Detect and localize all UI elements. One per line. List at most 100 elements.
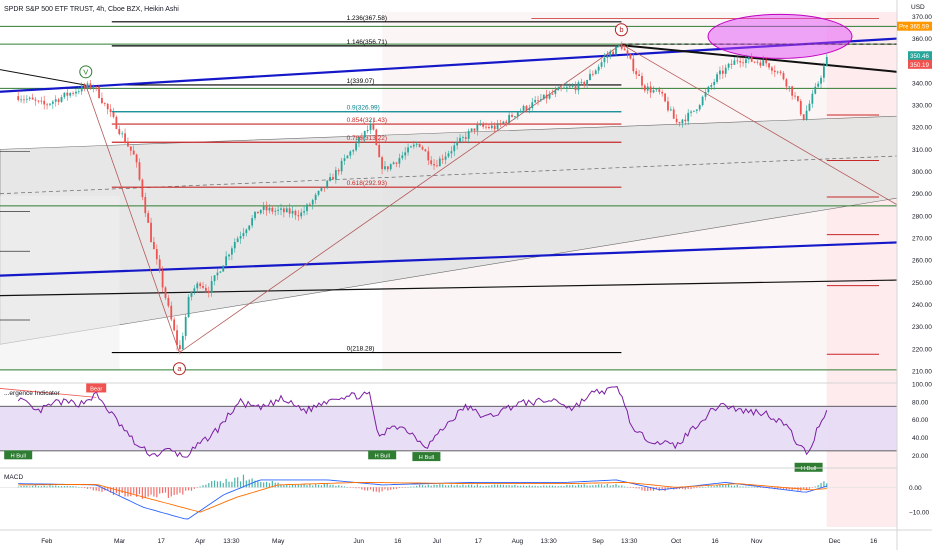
macd-histogram-bar bbox=[303, 484, 305, 488]
candle-body bbox=[132, 150, 135, 155]
candle-body bbox=[565, 86, 568, 88]
macd-histogram-bar bbox=[667, 487, 669, 490]
candle-body bbox=[179, 345, 181, 350]
macd-histogram-bar bbox=[375, 487, 377, 492]
macd-histogram-bar bbox=[779, 487, 782, 489]
macd-histogram-bar bbox=[193, 487, 195, 489]
macd-histogram-bar bbox=[280, 484, 282, 488]
macd-histogram-bar bbox=[306, 485, 308, 488]
candle-body bbox=[482, 124, 485, 127]
macd-histogram-bar bbox=[820, 482, 822, 488]
divergence-line bbox=[0, 388, 97, 398]
candle-body bbox=[707, 86, 710, 93]
macd-histogram-bar bbox=[167, 487, 169, 498]
candle-body bbox=[259, 209, 262, 214]
candle-body bbox=[106, 103, 109, 110]
candle-body bbox=[40, 100, 43, 102]
candle-body bbox=[516, 112, 519, 117]
candle-body bbox=[207, 290, 210, 293]
candle-body bbox=[459, 137, 461, 142]
candle-body bbox=[698, 105, 701, 110]
candle-body bbox=[568, 86, 571, 88]
candle-body bbox=[756, 61, 759, 63]
candle-body bbox=[508, 114, 511, 123]
macd-histogram-bar bbox=[95, 487, 97, 491]
candle-body bbox=[196, 283, 199, 289]
macd-histogram-bar bbox=[728, 483, 730, 488]
candle-body bbox=[531, 102, 534, 109]
price-axis-tick: 360.00 bbox=[912, 36, 932, 43]
candle-body bbox=[343, 158, 346, 161]
candle-body bbox=[519, 110, 522, 113]
macd-histogram-bar bbox=[202, 485, 204, 488]
macd-histogram-bar bbox=[384, 487, 386, 490]
candle-body bbox=[615, 46, 617, 55]
signal-badge bbox=[368, 450, 397, 460]
pre-wave-line bbox=[0, 69, 86, 86]
candle-body bbox=[502, 121, 505, 124]
candle-body bbox=[490, 125, 493, 129]
oscillator-axis-tick: 100.00 bbox=[912, 382, 932, 389]
candle-body bbox=[386, 166, 389, 170]
candle-body bbox=[476, 124, 479, 131]
candle-body bbox=[51, 101, 54, 104]
candle-body bbox=[320, 187, 323, 192]
macd-histogram-bar bbox=[213, 480, 216, 488]
candle-body bbox=[540, 99, 542, 101]
candle-body bbox=[285, 208, 288, 213]
oscillator-pane[interactable]: ...ergence Indicator Bear H Bull H Bull H Bu… bbox=[0, 382, 897, 472]
candle-body bbox=[771, 67, 773, 71]
candle-body bbox=[277, 209, 280, 211]
candle-body bbox=[262, 206, 265, 210]
candle-body bbox=[66, 92, 69, 96]
macd-histogram-bar bbox=[756, 487, 759, 488]
macd-histogram-bar bbox=[803, 487, 805, 490]
macd-histogram-bar bbox=[23, 485, 25, 488]
candle-body bbox=[493, 125, 496, 130]
candle-body bbox=[641, 75, 643, 86]
candle-body bbox=[213, 275, 216, 282]
macd-histogram-bar bbox=[445, 485, 447, 488]
candle-body bbox=[820, 77, 822, 84]
macd-histogram-bar bbox=[78, 487, 80, 488]
candle-body bbox=[638, 74, 640, 76]
macd-histogram-bar bbox=[182, 487, 184, 495]
candle-body bbox=[291, 210, 294, 214]
fib-level-label: 0.786(313.22) bbox=[347, 135, 387, 142]
candle-body bbox=[779, 71, 782, 73]
macd-histogram-bar bbox=[98, 487, 100, 492]
candle-body bbox=[274, 210, 277, 212]
candle-body bbox=[144, 197, 147, 214]
candle-body bbox=[86, 83, 89, 88]
price-tag-label: Pre bbox=[899, 24, 909, 31]
macd-histogram-bar bbox=[557, 486, 559, 488]
macd-histogram-bar bbox=[343, 486, 346, 488]
candle-body bbox=[193, 288, 196, 293]
candle-body bbox=[750, 56, 753, 62]
candle-body bbox=[537, 99, 539, 101]
price-axis-tick: 320.00 bbox=[912, 125, 932, 132]
candle-body bbox=[135, 154, 138, 163]
candle-body bbox=[753, 61, 756, 63]
candle-body bbox=[438, 158, 441, 167]
candle-body bbox=[447, 153, 450, 157]
macd-histogram-bar bbox=[439, 484, 441, 488]
macd-pane[interactable]: MACD bbox=[0, 467, 897, 520]
candle-body bbox=[577, 82, 580, 91]
macd-histogram-bar bbox=[271, 481, 273, 488]
macd-histogram-bar bbox=[814, 486, 816, 488]
macd-histogram-bar bbox=[811, 487, 813, 488]
candle-body bbox=[655, 89, 658, 91]
candle-body bbox=[467, 131, 470, 139]
price-pane[interactable]: 1.236(367.58) 1.146(356.71) 1(339.07) 0.9(3… bbox=[0, 12, 898, 527]
fib-level-label: 0(218.28) bbox=[347, 346, 375, 353]
macd-histogram-bar bbox=[748, 486, 750, 488]
macd-histogram-bar bbox=[395, 487, 398, 489]
macd-histogram-bar bbox=[580, 484, 582, 488]
macd-histogram-bar bbox=[263, 482, 265, 488]
candle-body bbox=[20, 99, 22, 101]
macd-histogram-bar bbox=[63, 486, 66, 488]
fib-level-label: 1.236(367.58) bbox=[347, 15, 387, 22]
